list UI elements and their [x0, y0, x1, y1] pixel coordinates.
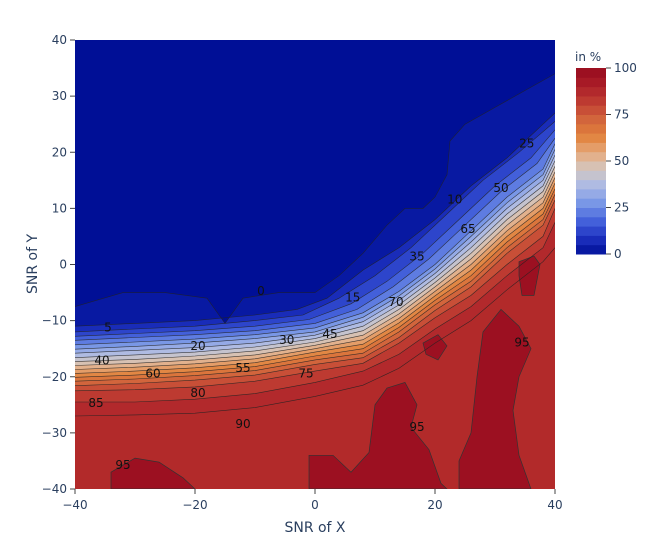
colorbar-band	[576, 226, 606, 236]
colorbar-band	[576, 244, 606, 255]
contour-line	[75, 177, 555, 370]
contour-label: 40	[94, 354, 109, 368]
contour-region-95	[518, 255, 541, 296]
y-tick-label: 20	[52, 145, 67, 159]
contour-label: 90	[235, 417, 250, 431]
x-tick-label: 40	[547, 498, 562, 512]
contour-line	[75, 247, 555, 417]
contour-label: 20	[190, 339, 205, 353]
colorbar-band	[576, 188, 606, 199]
contour-label: 25	[519, 136, 534, 150]
contour-line	[75, 222, 555, 403]
colorbar-tick-label: 0	[614, 247, 622, 261]
contour-line	[75, 160, 555, 358]
contour-label: 85	[88, 396, 103, 410]
colorbar-tick-label: 100	[614, 61, 637, 75]
colorbar-band	[576, 133, 606, 143]
y-tick-label: 40	[52, 33, 67, 47]
x-tick-label: 20	[427, 498, 442, 512]
contour-label: 50	[493, 181, 508, 195]
x-tick-label: −40	[62, 498, 87, 512]
colorbar-tick-label: 25	[614, 201, 629, 215]
colorbar-tick-label: 50	[614, 154, 629, 168]
colorbar-band	[576, 114, 606, 125]
contour-label: 70	[388, 295, 403, 309]
colorbar-band	[576, 123, 606, 134]
contour-label: 30	[279, 333, 294, 347]
contour-line	[75, 138, 555, 341]
contour-line	[75, 208, 555, 392]
contour-label: 55	[235, 361, 250, 375]
colorbar-band	[576, 170, 606, 181]
contour-region-95	[110, 457, 196, 489]
y-tick-label: 10	[52, 201, 67, 215]
colorbar-band	[576, 77, 606, 88]
contour-label: 80	[190, 386, 205, 400]
contour-line	[75, 154, 555, 354]
contour-line	[75, 194, 555, 382]
contour-label: 10	[447, 193, 462, 207]
colorbar-band	[576, 68, 606, 78]
contour-label: 65	[460, 222, 475, 236]
contour-line	[75, 121, 555, 333]
contour-lines	[75, 73, 555, 417]
colorbar-band	[576, 151, 606, 162]
x-axis-ticks: −40 −20 0 20 40	[62, 489, 563, 512]
y-axis-ticks: −40 −30 −20 −10 0 10 20 30 40	[42, 33, 75, 496]
contour-label: 15	[345, 291, 360, 305]
y-tick-label: 0	[59, 258, 67, 272]
y-tick-label: −40	[42, 482, 67, 496]
contour-line	[75, 199, 555, 386]
contour-label: 95	[409, 420, 424, 434]
contour-labels: 0 5 10 15 20 25 30 35 40 45 50 55 60 65 70 75 80 85 90 95 95…	[88, 136, 534, 472]
colorbar-band	[576, 216, 606, 227]
contour-line	[75, 112, 555, 327]
contour-line	[75, 143, 555, 346]
colorbar-tick-label: 75	[614, 108, 629, 122]
colorbar-bands	[576, 68, 606, 255]
colorbar-band	[576, 105, 606, 115]
contour-line	[75, 171, 555, 366]
contour-label: 95	[115, 458, 130, 472]
contour-line	[75, 166, 555, 362]
y-tick-label: −20	[42, 370, 67, 384]
contour-label: 45	[322, 327, 337, 341]
colorbar-band	[576, 142, 606, 153]
colorbar-band	[576, 235, 606, 246]
contour-line	[75, 73, 555, 324]
y-axis-title: SNR of Y	[25, 234, 41, 294]
contour-line	[75, 129, 555, 337]
contour-label: 35	[409, 250, 424, 264]
colorbar-title: in %	[575, 50, 601, 64]
contour-label: 0	[257, 284, 265, 298]
contour-region-95	[458, 308, 532, 489]
colorbar-band	[576, 198, 606, 208]
colorbar-ticks: 0 25 50 75 100	[606, 61, 637, 261]
contour-region-95	[308, 381, 448, 489]
contour-line	[75, 188, 555, 378]
y-tick-label: 30	[52, 89, 67, 103]
contour-region-95	[422, 334, 448, 361]
x-tick-label: −20	[182, 498, 207, 512]
colorbar-band	[576, 95, 606, 106]
contour-label: 5	[104, 320, 112, 334]
contour-line	[75, 182, 555, 374]
contour-label: 95	[514, 336, 529, 350]
colorbar-band	[576, 207, 606, 218]
y-tick-label: −30	[42, 426, 67, 440]
contour-label: 75	[298, 366, 313, 380]
x-tick-label: 0	[311, 498, 319, 512]
x-axis-title: SNR of X	[284, 520, 345, 536]
contour-band	[75, 40, 555, 324]
colorbar-band	[576, 161, 606, 171]
colorbar-band	[576, 179, 606, 190]
colorbar: in % 0 25 50 75 100	[575, 50, 637, 261]
contour-label: 60	[145, 366, 160, 380]
colorbar-band	[576, 86, 606, 97]
contour-line	[75, 149, 555, 350]
y-tick-label: −10	[42, 314, 67, 328]
